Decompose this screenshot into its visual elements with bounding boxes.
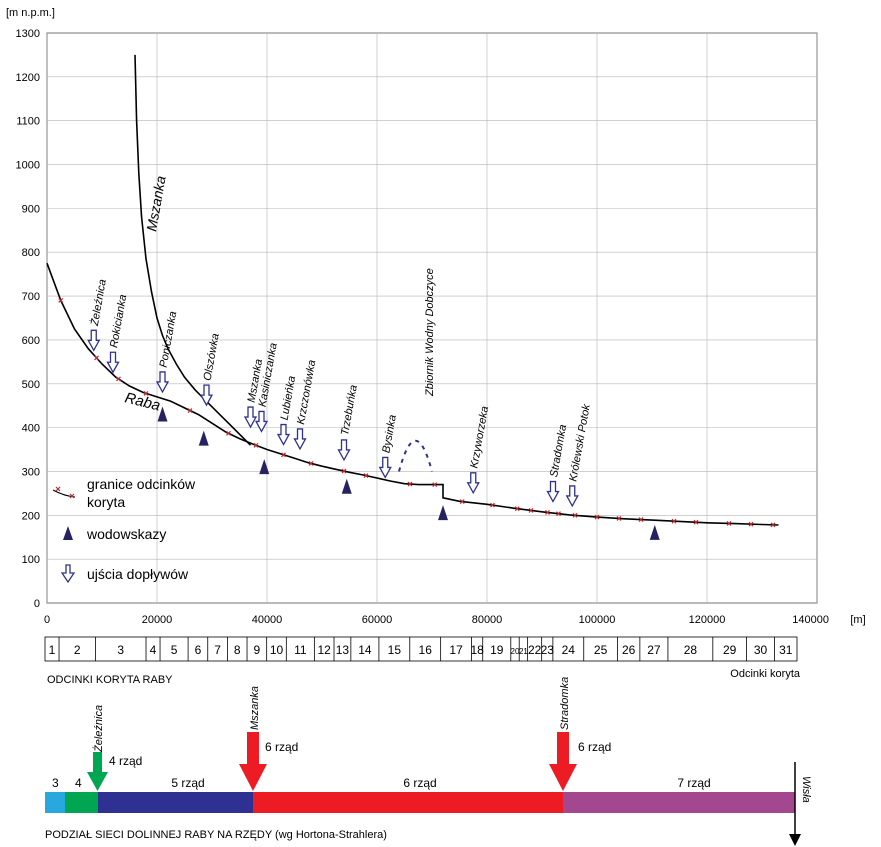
section-label: 23	[541, 643, 555, 657]
y-tick-label: 600	[22, 335, 40, 347]
section-label: 19	[490, 643, 504, 657]
order-segment-3	[45, 792, 65, 813]
section-label: 28	[684, 643, 698, 657]
section-label: 11	[294, 643, 307, 657]
y-tick-label: 1000	[16, 160, 40, 172]
strahler-order-bar: 3 4 5 rząd 6 rząd 7 rząd Żeleźnica 4 rzą…	[45, 677, 812, 841]
x-tick-label: 80000	[472, 614, 503, 626]
y-axis-ticks: 0 100 200 300 400 500 600 700 800 900 1000 1100 1200…	[16, 28, 40, 610]
channel-sections-strip: 1 2 3 4 5 6 7 8 9 10 11 12 13 14 15 16 17 18 19 20 21 22 23 24 2…	[45, 637, 801, 686]
sections-title: ODCINKI KORYTA RABY	[47, 674, 173, 686]
junction-order-mszanka: 6 rząd	[265, 740, 298, 754]
mouth-label: Wisła	[800, 776, 812, 803]
junction-order-stradomka: 6 rząd	[578, 740, 611, 754]
elevation-profile-chart: 0 100 200 300 400 500 600 700 800 900 1000 1100 1200…	[6, 7, 866, 626]
legend-boundaries-line2: koryta	[87, 494, 125, 510]
y-tick-label: 1200	[16, 72, 40, 84]
y-tick-label: 400	[22, 423, 40, 435]
junction-label-zeleznica: Żeleźnica	[93, 705, 105, 753]
y-tick-label: 300	[22, 466, 40, 478]
y-tick-label: 500	[22, 379, 40, 391]
junction-arrow-zeleznica	[87, 752, 108, 791]
y-axis-unit: [m n.p.m.]	[6, 7, 55, 19]
section-label: 9	[254, 643, 261, 657]
y-tick-label: 900	[22, 203, 40, 215]
x-tick-label: 60000	[362, 614, 393, 626]
x-tick-label: 0	[44, 614, 50, 626]
x-tick-label: 100000	[579, 614, 616, 626]
section-label: 1	[49, 643, 56, 657]
section-label: 31	[779, 643, 793, 657]
y-tick-label: 0	[34, 598, 40, 610]
section-label: 7	[214, 643, 221, 657]
legend-tributaries-label: ujścia dopływów	[87, 566, 189, 582]
order-segment-6	[253, 792, 563, 813]
sections-caption: Odcinki koryta	[730, 668, 801, 680]
section-label: 10	[270, 643, 284, 657]
orders-title: PODZIAŁ SIECI DOLINNEJ RABY NA RZĘDY (wg…	[45, 829, 387, 841]
y-tick-label: 800	[22, 247, 40, 259]
order-segment-7	[563, 792, 795, 813]
section-label: 15	[388, 643, 402, 657]
order-label-5: 5 rząd	[171, 776, 204, 790]
x-tick-label: 120000	[689, 614, 726, 626]
legend-gauges-label: wodowskazy	[86, 526, 166, 542]
x-tick-label: 20000	[142, 614, 173, 626]
section-label: 3	[117, 643, 124, 657]
y-tick-label: 1300	[16, 28, 40, 40]
legend-boundaries-line1: granice odcinków	[87, 476, 196, 492]
section-label: 13	[336, 643, 350, 657]
section-label: 14	[358, 643, 372, 657]
order-segment-4	[65, 792, 98, 813]
reservoir-label: Zbiornik Wodny Dobczyce	[424, 268, 436, 397]
section-label: 12	[318, 643, 332, 657]
section-label: 25	[594, 643, 608, 657]
x-tick-label: 40000	[252, 614, 283, 626]
section-label: 8	[234, 643, 241, 657]
junction-arrow-stradomka	[549, 732, 577, 791]
section-label: 4	[150, 643, 157, 657]
section-label: 29	[723, 643, 737, 657]
y-tick-label: 100	[22, 554, 40, 566]
y-tick-label: 700	[22, 291, 40, 303]
section-label: 24	[562, 643, 576, 657]
junction-arrow-mszanka	[239, 732, 267, 791]
section-label: 18	[470, 643, 484, 657]
order-label-6: 6 rząd	[403, 776, 436, 790]
junction-order-zeleznica: 4 rząd	[109, 754, 142, 768]
order-segment-5	[98, 792, 253, 813]
section-label: 17	[449, 643, 463, 657]
x-axis-ticks: 0 20000 40000 60000 80000 100000 120000 140000	[44, 614, 829, 626]
section-label: 2	[74, 643, 81, 657]
section-label: 6	[195, 643, 202, 657]
section-label: 16	[419, 643, 433, 657]
section-label: 22	[528, 643, 542, 657]
x-axis-unit: [m]	[850, 614, 865, 626]
junction-label-mszanka: Mszanka	[249, 686, 261, 730]
section-label: 5	[171, 643, 178, 657]
y-tick-label: 200	[22, 510, 40, 522]
y-tick-label: 1100	[16, 116, 40, 128]
order-label-3: 3	[52, 776, 59, 790]
section-label: 27	[647, 643, 661, 657]
section-label: 30	[754, 643, 768, 657]
x-tick-label: 140000	[792, 614, 829, 626]
junction-label-stradomka: Stradomka	[559, 677, 571, 730]
order-label-7: 7 rząd	[677, 776, 710, 790]
order-label-4: 4	[75, 776, 82, 790]
section-label: 26	[622, 643, 636, 657]
